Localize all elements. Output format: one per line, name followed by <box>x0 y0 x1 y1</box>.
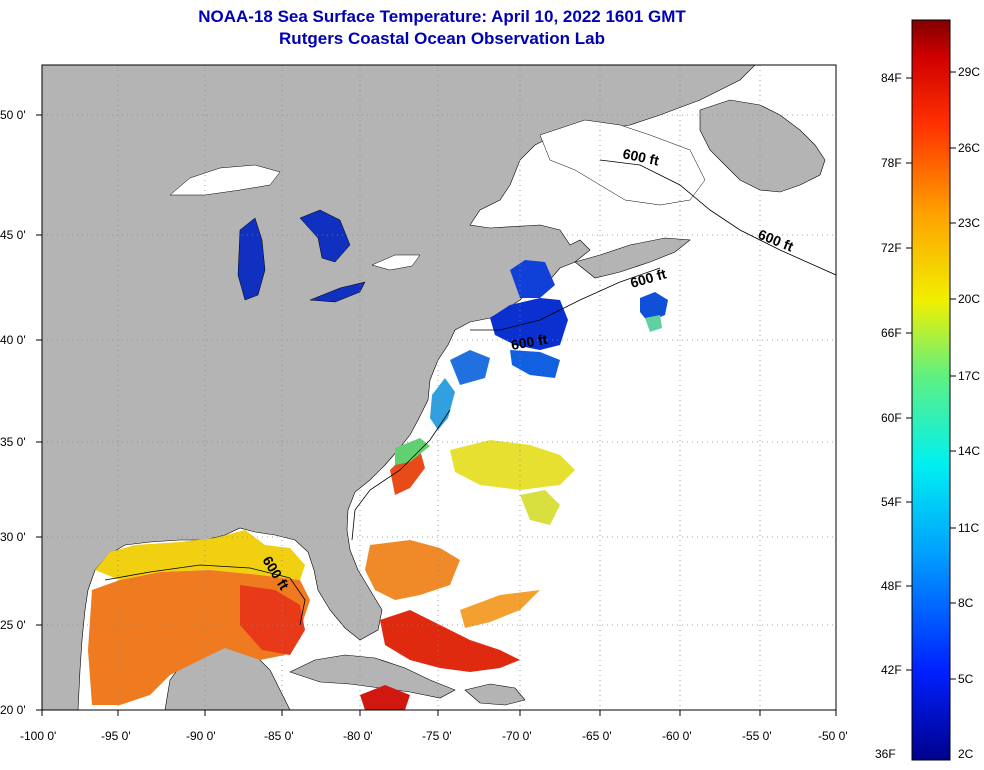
lake-erie <box>309 281 366 303</box>
colorbar-c-label: 26C <box>958 141 981 155</box>
sst-gulf-mexico-red <box>240 585 305 655</box>
sst-atlantic-orange <box>365 540 460 600</box>
depth-contours <box>104 159 836 626</box>
sst-georges-bank-blue <box>510 350 560 378</box>
colorbar-c-label: 5C <box>958 672 974 686</box>
x-tick-label: -85 0' <box>264 729 294 743</box>
lake-superior <box>169 164 281 196</box>
land-nova-scotia <box>574 237 691 279</box>
x-tick-label: -80 0' <box>343 729 373 743</box>
sst-bay-of-fundy-blue <box>510 260 555 298</box>
colorbar-c-label: 8C <box>958 596 974 610</box>
contour-label-4: 600 ft <box>510 331 549 353</box>
x-tick-label: -55 0' <box>742 729 772 743</box>
y-tick-label: 40 0' <box>0 333 26 347</box>
y-tick-label: 45 0' <box>0 228 26 242</box>
colorbar-f-label: 78F <box>881 156 902 170</box>
lake-michigan <box>237 217 266 301</box>
land-newfoundland <box>699 99 826 193</box>
colorbar-c-label: 20C <box>958 292 981 306</box>
axis-ticks <box>36 114 837 716</box>
y-tick-label: 25 0' <box>0 618 26 632</box>
sst-gulf-mexico-yellow <box>95 530 305 580</box>
sst-gulf-of-maine-blue <box>490 298 568 350</box>
x-tick-label: -60 0' <box>662 729 692 743</box>
x-tick-label: -75 0' <box>422 729 452 743</box>
sst-offshore-blue <box>640 292 668 322</box>
colorbar-f-label: 42F <box>881 663 902 677</box>
sst-caribbean-red <box>380 610 520 672</box>
colorbar-f-label: 66F <box>881 326 902 340</box>
x-tick-label: -95 0' <box>101 729 131 743</box>
colorbar-c-label: 23C <box>958 216 981 230</box>
sst-atlantic-orange-2 <box>460 590 540 628</box>
colorbar-c-label: 11C <box>958 521 980 535</box>
sst-coastal-cyan <box>430 378 455 430</box>
sst-atlantic-yellow <box>450 440 575 490</box>
x-tick-label: -90 0' <box>186 729 216 743</box>
map-title: NOAA-18 Sea Surface Temperature: April 1… <box>0 6 884 50</box>
land-hispaniola <box>464 683 526 706</box>
map-border <box>41 64 837 711</box>
y-tick-label: 20 0' <box>0 703 26 717</box>
colorbar-c-label: 17C <box>958 369 981 383</box>
colorbar-ticks <box>906 71 956 680</box>
colorbar-f-label: 36F <box>875 747 896 761</box>
y-tick-label: 30 0' <box>0 530 26 544</box>
colorbar-f-label: 54F <box>881 495 902 509</box>
sst-caribbean-south <box>360 685 410 710</box>
sst-offshore-green <box>645 315 662 332</box>
y-tick-label: 50 0' <box>0 108 26 122</box>
x-tick-label: -50 0' <box>818 729 848 743</box>
x-tick-label: -70 0' <box>502 729 532 743</box>
colorbar-c-label: 29C <box>958 65 981 79</box>
lake-huron <box>299 209 351 263</box>
colorbar-gradient <box>911 19 951 761</box>
sst-atlantic-yellow-2 <box>520 490 560 525</box>
title-line-2: Rutgers Coastal Ocean Observation Lab <box>279 29 605 48</box>
colorbar-f-label: 72F <box>881 241 902 255</box>
colorbar-f-label: 48F <box>881 579 902 593</box>
lake-ontario <box>371 254 421 271</box>
title-line-1: NOAA-18 Sea Surface Temperature: April 1… <box>198 7 686 26</box>
x-tick-label: -65 0' <box>582 729 612 743</box>
land-cuba <box>289 654 456 699</box>
y-tick-label: 35 0' <box>0 435 26 449</box>
sst-mid-atlantic-blue <box>450 350 490 385</box>
x-tick-label: -100 0' <box>20 729 57 743</box>
colorbar-c-label: 14C <box>958 444 981 458</box>
colorbar-f-label: 60F <box>881 411 902 425</box>
land-north-america <box>42 65 756 710</box>
colorbar-c-label: 2C <box>958 747 974 761</box>
contour-label-1: 600 ft <box>621 145 660 168</box>
colorbar-f-label: 84F <box>881 71 902 85</box>
sst-coastal-green <box>395 438 430 465</box>
